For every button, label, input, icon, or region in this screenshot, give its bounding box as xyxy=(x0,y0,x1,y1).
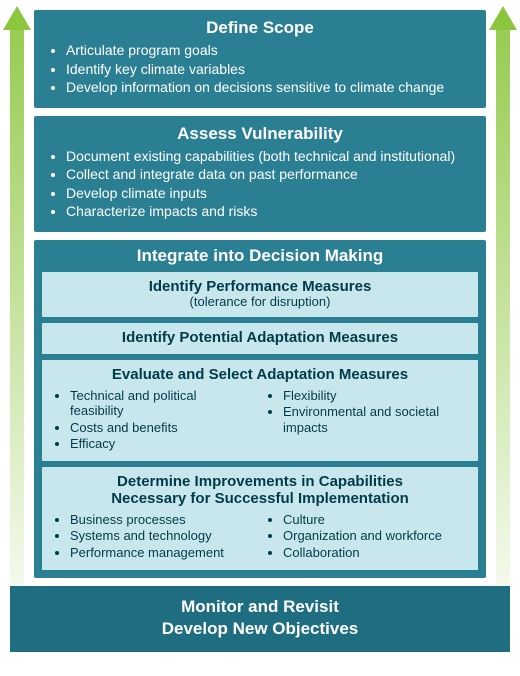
list-item: Costs and benefits xyxy=(70,420,253,436)
determine-improvements: Determine Improvements in Capabilities N… xyxy=(42,467,478,570)
flow-stack: Define Scope Articulate program goalsIde… xyxy=(34,10,486,666)
block-title: Assess Vulnerability xyxy=(48,124,472,144)
left-up-arrow xyxy=(4,0,30,676)
block-list: Document existing capabilities (both tec… xyxy=(48,148,472,221)
list-item: Efficacy xyxy=(70,436,253,452)
identify-performance-measures: Identify Performance Measures (tolerance… xyxy=(42,272,478,317)
list-item: Organization and workforce xyxy=(283,528,466,544)
sub-title: Identify Potential Adaptation Measures xyxy=(54,329,466,346)
list-item: Systems and technology xyxy=(70,528,253,544)
bottom-line1: Monitor and Revisit xyxy=(10,596,510,618)
list-item: Document existing capabilities (both tec… xyxy=(66,148,472,166)
list-item: Characterize impacts and risks xyxy=(66,203,472,221)
sub-title: Identify Performance Measures xyxy=(54,278,466,295)
list-item: Develop climate inputs xyxy=(66,185,472,203)
list-item: Culture xyxy=(283,512,466,528)
arrow-shaft xyxy=(10,28,24,616)
bottom-line2: Develop New Objectives xyxy=(10,618,510,640)
list-item: Identify key climate variables xyxy=(66,61,472,79)
list-item: Articulate program goals xyxy=(66,42,472,60)
list-item: Technical and political feasibility xyxy=(70,388,253,419)
assess-vulnerability-block: Assess Vulnerability Document existing c… xyxy=(34,116,486,232)
block-list: Articulate program goalsIdentify key cli… xyxy=(48,42,472,97)
arrow-shaft xyxy=(496,28,510,616)
block-title: Define Scope xyxy=(48,18,472,38)
evaluate-select-adaptation: Evaluate and Select Adaptation Measures … xyxy=(42,360,478,461)
right-list: CultureOrganization and workforceCollabo… xyxy=(267,511,466,562)
sub-title: Evaluate and Select Adaptation Measures xyxy=(54,366,466,383)
identify-adaptation-measures: Identify Potential Adaptation Measures xyxy=(42,323,478,354)
sub-title-line1: Determine Improvements in Capabilities xyxy=(54,473,466,490)
list-item: Develop information on decisions sensiti… xyxy=(66,79,472,97)
list-item: Business processes xyxy=(70,512,253,528)
integrate-decision-block: Integrate into Decision Making Identify … xyxy=(34,240,486,578)
list-item: Performance management xyxy=(70,545,253,561)
sub-subtitle: (tolerance for disruption) xyxy=(54,294,466,309)
arrow-head-icon xyxy=(3,6,31,30)
list-item: Collect and integrate data on past perfo… xyxy=(66,166,472,184)
block-title: Integrate into Decision Making xyxy=(42,246,478,266)
left-list: Business processesSystems and technology… xyxy=(54,511,253,562)
right-list: FlexibilityEnvironmental and societal im… xyxy=(267,387,466,453)
arrow-head-icon xyxy=(489,6,517,30)
sub-title-line2: Necessary for Successful Implementation xyxy=(54,490,466,507)
left-list: Technical and political feasibilityCosts… xyxy=(54,387,253,453)
right-up-arrow xyxy=(490,0,516,676)
list-item: Collaboration xyxy=(283,545,466,561)
list-item: Environmental and societal impacts xyxy=(283,404,466,435)
monitor-revisit-block: Monitor and Revisit Develop New Objectiv… xyxy=(10,586,510,652)
define-scope-block: Define Scope Articulate program goalsIde… xyxy=(34,10,486,108)
list-item: Flexibility xyxy=(283,388,466,404)
